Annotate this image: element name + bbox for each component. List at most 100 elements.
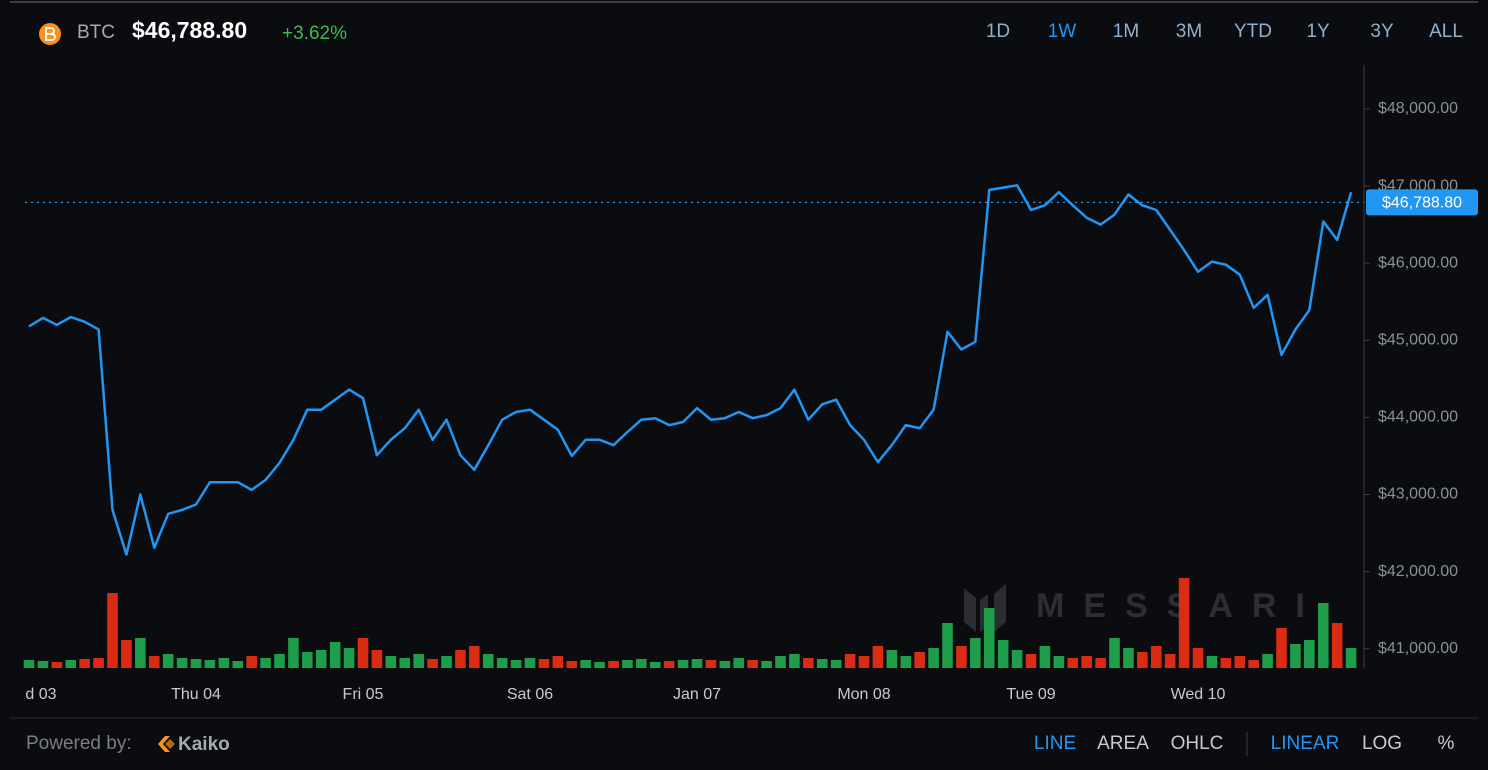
volume-bar: [1192, 648, 1204, 668]
volume-bar: [789, 654, 800, 668]
volume-bar: [552, 656, 564, 668]
range-button[interactable]: YTD: [1234, 21, 1272, 42]
volume-bar: [176, 658, 188, 668]
volume-bar: [622, 660, 633, 668]
price-change: +3.62%: [282, 23, 347, 44]
y-tick-label: $45,000.00: [1378, 332, 1458, 349]
volume-bar: [469, 646, 480, 668]
volume-bar: [956, 646, 967, 668]
volume-bar: [329, 642, 341, 668]
volume-bar: [1095, 658, 1106, 668]
volume-bar: [510, 660, 522, 668]
volume-bar: [580, 660, 591, 668]
volume-bar: [148, 656, 160, 668]
x-tick-label: Jan 07: [673, 686, 721, 703]
volume-bar: [93, 658, 104, 668]
volume-bar: [983, 608, 995, 668]
volume-bar: [719, 661, 731, 668]
provider: Kaiko: [178, 734, 230, 755]
y-tick-label: $48,000.00: [1378, 100, 1458, 117]
volume-bar: [399, 658, 411, 668]
powered-by: Powered by:: [26, 733, 132, 754]
volume-bar: [121, 640, 132, 668]
x-tick-label: d 03: [25, 686, 56, 703]
volume-bar: [1206, 656, 1218, 668]
volume-bar: [830, 660, 842, 668]
volume-bar: [1178, 578, 1190, 668]
volume-bar: [1290, 644, 1301, 668]
y-tick-label: $41,000.00: [1378, 640, 1458, 657]
y-tick-label: $44,000.00: [1378, 409, 1458, 426]
range-button[interactable]: 3M: [1176, 21, 1202, 42]
volume-bar: [872, 646, 884, 668]
volume-bar: [427, 659, 438, 668]
range-button[interactable]: 1D: [986, 21, 1010, 42]
scale-button[interactable]: %: [1438, 733, 1455, 754]
volume-bar: [107, 593, 118, 668]
volume-bar: [496, 658, 508, 668]
range-button[interactable]: 1Y: [1306, 21, 1330, 42]
x-tick-label: Thu 04: [171, 686, 221, 703]
y-tick-label: $42,000.00: [1378, 563, 1458, 580]
volume-bar: [441, 656, 452, 668]
volume-bar: [455, 650, 466, 668]
volume-bar: [594, 662, 605, 668]
volume-bar: [844, 654, 856, 668]
volume-bar: [1234, 656, 1246, 668]
volume-bar: [274, 654, 285, 668]
volume-bar: [775, 656, 786, 668]
bitcoin-icon: [39, 23, 61, 45]
style-button[interactable]: AREA: [1097, 733, 1149, 754]
volume-bar: [608, 661, 619, 668]
volume-bar: [1317, 603, 1329, 668]
volume-bar: [1276, 628, 1287, 668]
volume-bar: [371, 650, 383, 668]
messari-watermark: MESSARI: [964, 584, 1305, 632]
scale-button[interactable]: LOG: [1362, 733, 1402, 754]
volume-bar: [302, 652, 313, 668]
volume-bar: [1039, 646, 1051, 668]
volume-bar: [691, 659, 703, 668]
x-tick-label: Sat 06: [507, 686, 553, 703]
volume-bar: [914, 652, 925, 668]
volume-bar: [343, 648, 355, 668]
volume-bar: [1304, 640, 1315, 668]
volume-bar: [747, 660, 758, 668]
volume-bar: [970, 638, 981, 668]
volume-bar: [413, 654, 424, 668]
volume-bar: [733, 658, 745, 668]
volume-bar: [482, 654, 494, 668]
volume-bar: [1137, 652, 1148, 668]
volume-bar: [1331, 623, 1343, 668]
volume-bar: [928, 648, 939, 668]
style-button[interactable]: OHLC: [1171, 733, 1224, 754]
price-line: [28, 184, 1353, 556]
volume-bar: [260, 658, 271, 668]
volume-bar: [385, 656, 397, 668]
volume-bar: [636, 659, 647, 668]
volume-bar: [204, 660, 216, 668]
volume-bar: [1345, 648, 1357, 668]
volume-bar: [1248, 660, 1259, 668]
volume-bar: [162, 654, 174, 668]
volume-bar: [705, 660, 717, 668]
range-button[interactable]: 1W: [1048, 21, 1077, 42]
range-button[interactable]: 3Y: [1370, 21, 1394, 42]
volume-bar: [135, 638, 146, 668]
style-button[interactable]: LINE: [1034, 733, 1076, 754]
volume-bar: [761, 661, 772, 668]
range-button[interactable]: 1M: [1113, 21, 1139, 42]
range-button[interactable]: ALL: [1429, 21, 1463, 42]
volume-bar: [79, 659, 90, 668]
volume-bar: [566, 661, 578, 668]
x-tick-label: Mon 08: [837, 686, 890, 703]
scale-button[interactable]: LINEAR: [1271, 733, 1340, 754]
volume-bar: [246, 656, 257, 668]
volume-bar: [51, 662, 63, 668]
volume-bar: [858, 656, 870, 668]
volume-bar: [315, 650, 327, 668]
symbol: BTC: [77, 22, 115, 43]
